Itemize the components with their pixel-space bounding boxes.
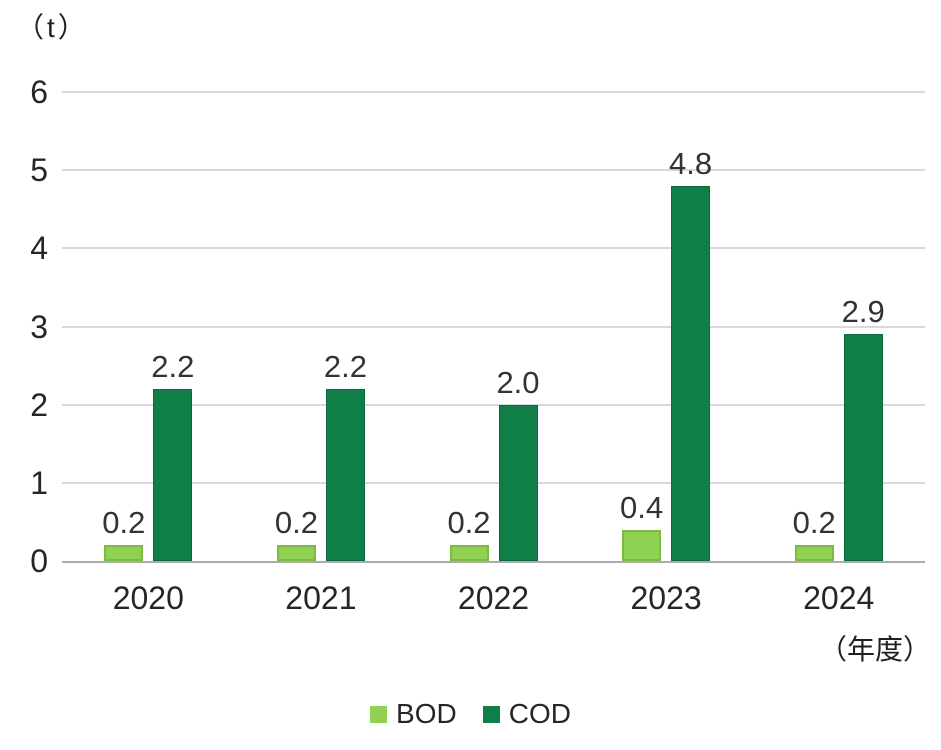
bod-bar [276,545,316,561]
x-axis-ticks: 2020 2021 2022 2023 2024 [62,582,925,622]
x-tick-label: 2022 [457,580,530,616]
y-tick-label: 6 [30,74,48,110]
gridline [62,403,925,406]
gridline [62,481,925,484]
legend-item-cod: COD [482,698,571,729]
bar-value-label: 0.4 [620,489,664,525]
cod-bar [498,404,538,561]
cod-bar [153,389,193,561]
bod-bar [104,545,144,561]
legend-label-cod: COD [508,698,571,729]
y-tick-label: 2 [30,386,48,423]
gridline [62,247,925,250]
y-tick-label: 0 [30,543,48,579]
x-axis-unit-label: （年度） [818,634,931,665]
bar-value-label: 0.2 [447,505,491,541]
y-tick-label: 3 [30,308,48,345]
bar-value-label: 2.2 [151,349,195,385]
bod-bar [449,545,489,561]
gridline [62,91,925,93]
bar-value-label: 2.9 [841,294,885,330]
legend: BOD COD [0,700,941,728]
cod-bar [671,185,711,561]
legend-item-bod: BOD [370,700,457,728]
y-axis-unit-label: （t） [16,12,89,43]
plot-area: 0.2 2.2 0.2 2.2 0.2 2.0 0.4 4.8 0.2 2.9 [62,91,925,563]
bar-value-label: 0.2 [274,505,318,541]
bar-value-label: 4.8 [669,145,713,181]
y-tick-label: 4 [30,230,48,267]
bar-value-label: 2.2 [323,349,367,385]
bar-value-label: 2.0 [496,364,540,400]
legend-swatch-bod [370,705,388,723]
cod-bar [843,334,883,561]
gridline [62,169,925,172]
x-tick-label: 2024 [803,580,875,616]
y-axis-ticks: 0 1 2 3 4 5 6 [0,76,48,577]
x-tick-label: 2020 [112,580,184,616]
bar-value-label: 0.2 [792,505,836,541]
legend-label-bod: BOD [396,698,457,729]
bod-bar [794,545,834,561]
y-tick-label: 1 [30,464,48,501]
y-tick-label: 5 [30,152,48,189]
legend-swatch-cod [482,705,500,723]
x-tick-label: 2021 [285,580,357,616]
cod-bar [325,389,365,561]
gridline [62,325,925,328]
bod-bar [622,529,662,561]
x-tick-label: 2023 [630,580,702,616]
bar-value-label: 0.2 [102,505,146,541]
